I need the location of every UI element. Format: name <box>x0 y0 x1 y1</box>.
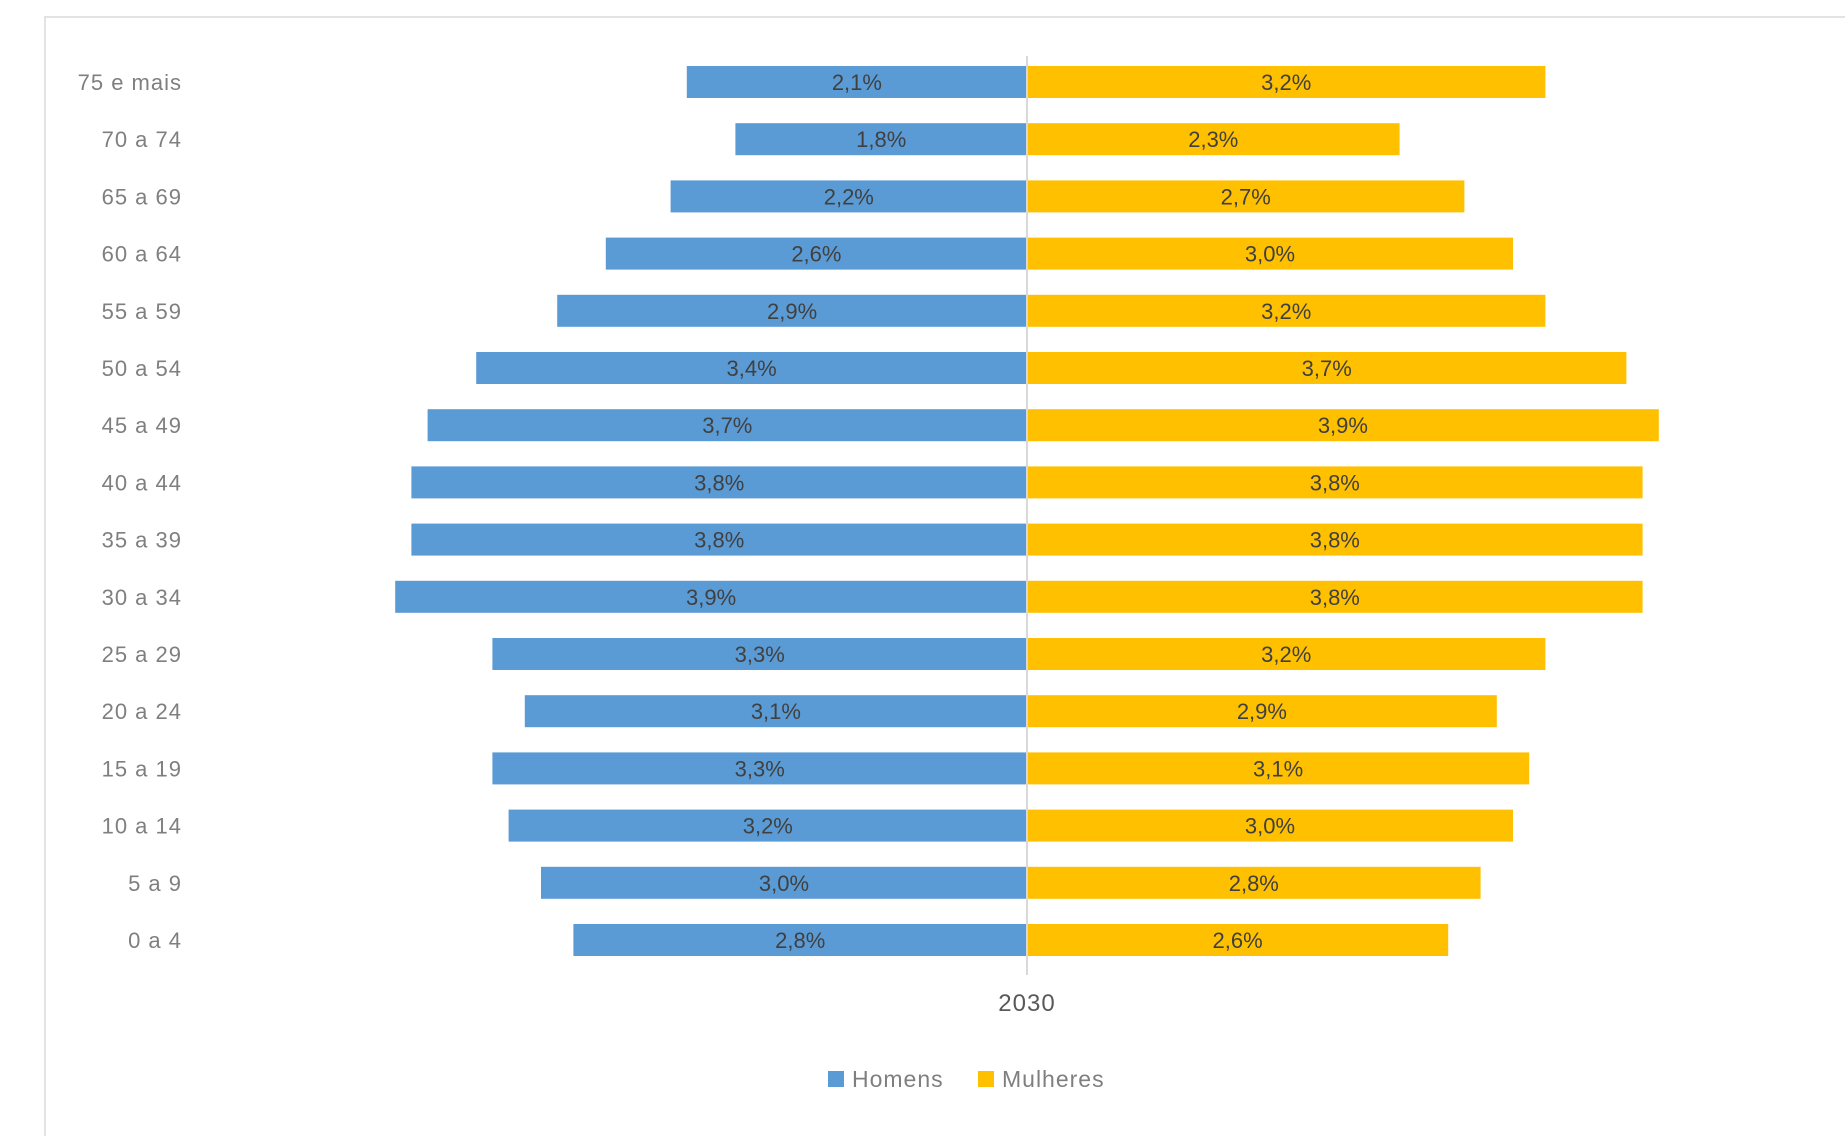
bar-mulheres-10-a-14 <box>1027 809 1513 842</box>
data-label-mulheres-0-a-4: 2,6% <box>1213 928 1263 953</box>
data-label-mulheres-45-a-49: 3,9% <box>1318 413 1368 438</box>
x-axis-label: 2030 <box>998 990 1055 1017</box>
bar-mulheres-50-a-54 <box>1027 352 1627 384</box>
data-label-homens-30-a-34: 3,9% <box>686 585 736 610</box>
data-label-homens-70-a-74: 1,8% <box>856 127 906 152</box>
data-label-homens-20-a-24: 3,1% <box>751 699 801 724</box>
data-label-mulheres-55-a-59: 3,2% <box>1261 299 1311 324</box>
data-label-homens-25-a-29: 3,3% <box>735 642 785 667</box>
category-label-50-a-54: 50 a 54 <box>102 356 182 381</box>
bar-homens-30-a-34 <box>395 580 1027 613</box>
data-label-mulheres-10-a-14: 3,0% <box>1245 814 1295 839</box>
chart-frame <box>44 16 1845 1136</box>
bar-mulheres-5-a-9 <box>1027 866 1481 899</box>
data-label-mulheres-35-a-39: 3,8% <box>1310 528 1360 553</box>
value-labels: 2,1% 3,2% 1,8% 2,3% 2,2% 2,7% 2,6% 3,0% 2,9% 3,2%… <box>686 70 1368 953</box>
data-label-mulheres-5-a-9: 2,8% <box>1229 871 1279 896</box>
bar-mulheres-75-e-mais <box>1027 66 1546 98</box>
data-label-mulheres-20-a-24: 2,9% <box>1237 699 1287 724</box>
series-mulheres-bars <box>1027 66 1659 956</box>
bar-homens-40-a-44 <box>411 466 1027 499</box>
bar-mulheres-20-a-24 <box>1027 695 1497 728</box>
legend-swatch-mulheres <box>978 1071 994 1087</box>
bar-mulheres-45-a-49 <box>1027 409 1659 442</box>
bar-mulheres-15-a-19 <box>1027 752 1530 785</box>
bar-mulheres-60-a-64 <box>1027 237 1513 270</box>
bar-homens-70-a-74 <box>735 123 1027 156</box>
category-label-60-a-64: 60 a 64 <box>102 242 182 267</box>
data-label-homens-35-a-39: 3,8% <box>694 528 744 553</box>
data-label-mulheres-30-a-34: 3,8% <box>1310 585 1360 610</box>
bar-homens-15-a-19 <box>492 752 1027 785</box>
category-label-20-a-24: 20 a 24 <box>102 699 182 724</box>
category-label-30-a-34: 30 a 34 <box>102 585 182 610</box>
category-label-70-a-74: 70 a 74 <box>102 127 182 152</box>
data-label-homens-55-a-59: 2,9% <box>767 299 817 324</box>
data-label-homens-75-e-mais: 2,1% <box>832 70 882 95</box>
legend-label-mulheres: Mulheres <box>1002 1066 1105 1092</box>
data-label-homens-0-a-4: 2,8% <box>775 928 825 953</box>
category-label-45-a-49: 45 a 49 <box>102 413 182 438</box>
data-label-homens-15-a-19: 3,3% <box>735 756 785 781</box>
legend: Homens Mulheres <box>828 1066 1105 1092</box>
data-label-mulheres-15-a-19: 3,1% <box>1253 756 1303 781</box>
data-label-mulheres-65-a-69: 2,7% <box>1221 184 1271 209</box>
data-label-homens-65-a-69: 2,2% <box>824 184 874 209</box>
data-label-homens-5-a-9: 3,0% <box>759 871 809 896</box>
category-label-10-a-14: 10 a 14 <box>102 814 182 839</box>
bar-homens-35-a-39 <box>411 523 1027 556</box>
bar-homens-45-a-49 <box>427 409 1028 442</box>
data-label-homens-50-a-54: 3,4% <box>727 356 777 381</box>
category-label-40-a-44: 40 a 44 <box>102 470 182 495</box>
data-label-mulheres-75-e-mais: 3,2% <box>1261 70 1311 95</box>
legend-swatch-homens <box>828 1071 844 1087</box>
bar-mulheres-55-a-59 <box>1027 294 1546 327</box>
series-homens-bars <box>395 66 1028 956</box>
category-label-5-a-9: 5 a 9 <box>128 871 182 896</box>
category-label-55-a-59: 55 a 59 <box>102 299 182 324</box>
bar-mulheres-65-a-69 <box>1027 180 1465 213</box>
category-label-35-a-39: 35 a 39 <box>102 528 182 553</box>
category-labels: 75 e mais 70 a 74 65 a 69 60 a 64 55 a 59 50 … <box>78 70 182 953</box>
data-label-homens-40-a-44: 3,8% <box>694 470 744 495</box>
data-label-mulheres-40-a-44: 3,8% <box>1310 470 1360 495</box>
data-label-mulheres-60-a-64: 3,0% <box>1245 242 1295 267</box>
data-label-homens-10-a-14: 3,2% <box>743 814 793 839</box>
bar-homens-5-a-9 <box>541 866 1027 899</box>
bar-homens-20-a-24 <box>524 695 1027 728</box>
data-label-mulheres-25-a-29: 3,2% <box>1261 642 1311 667</box>
bar-mulheres-25-a-29 <box>1027 638 1546 670</box>
bar-homens-55-a-59 <box>557 294 1027 327</box>
legend-label-homens: Homens <box>852 1066 944 1092</box>
bar-homens-60-a-64 <box>605 237 1027 270</box>
category-label-15-a-19: 15 a 19 <box>102 756 182 781</box>
bar-mulheres-30-a-34 <box>1027 580 1643 613</box>
bar-mulheres-70-a-74 <box>1027 123 1400 156</box>
bar-homens-75-e-mais <box>686 66 1027 98</box>
bar-homens-10-a-14 <box>508 809 1028 842</box>
data-label-homens-60-a-64: 2,6% <box>791 242 841 267</box>
bar-mulheres-0-a-4 <box>1027 924 1449 956</box>
bar-mulheres-40-a-44 <box>1027 466 1643 499</box>
bar-homens-25-a-29 <box>492 638 1027 670</box>
category-label-25-a-29: 25 a 29 <box>102 642 182 667</box>
bar-homens-50-a-54 <box>476 352 1027 384</box>
data-label-homens-45-a-49: 3,7% <box>702 413 752 438</box>
category-label-75-e-mais: 75 e mais <box>78 70 182 95</box>
data-label-mulheres-70-a-74: 2,3% <box>1188 127 1238 152</box>
data-label-mulheres-50-a-54: 3,7% <box>1302 356 1352 381</box>
category-label-0-a-4: 0 a 4 <box>128 928 182 953</box>
category-label-65-a-69: 65 a 69 <box>102 184 182 209</box>
bar-homens-0-a-4 <box>573 924 1027 956</box>
bar-mulheres-35-a-39 <box>1027 523 1643 556</box>
bar-homens-65-a-69 <box>670 180 1027 213</box>
